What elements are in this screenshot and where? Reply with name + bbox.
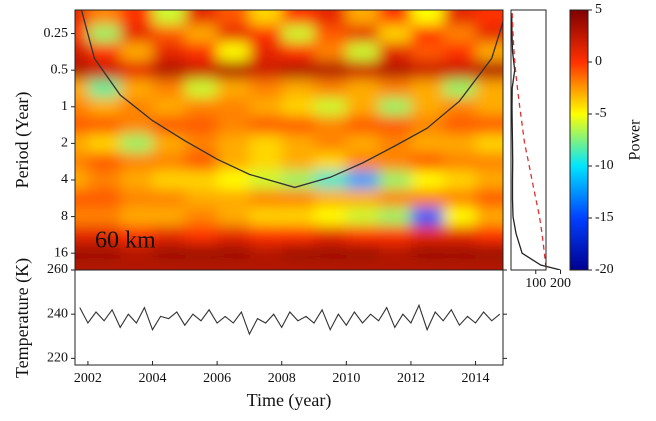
y-axis-label: Period (Year) <box>12 92 33 189</box>
x-tick-label: 200 <box>550 276 571 291</box>
y-tick-label: 4 <box>61 172 68 187</box>
heatmap <box>75 10 503 270</box>
x-tick-label: 100 <box>525 276 546 291</box>
heat-cell <box>475 225 503 245</box>
heat-cell <box>475 42 503 62</box>
y-tick-label: 0.5 <box>51 62 69 77</box>
heat-cell <box>475 10 503 26</box>
spectrum-line <box>511 13 561 270</box>
heat-cell <box>120 259 169 270</box>
y-tick-label: 8 <box>61 209 68 224</box>
x-axis-label: Time (year) <box>247 390 332 411</box>
overlay: 0.25 0.5 1 2 4 8 16 5 0 -5 -10 -15 -20 100 200 220 240 26… <box>44 2 614 386</box>
heatmap-area <box>75 10 503 270</box>
y-tick-label: 16 <box>54 245 68 260</box>
y-tick-label: 0.25 <box>44 26 69 41</box>
cone-of-influence <box>80 10 503 189</box>
heat-cell <box>475 115 503 135</box>
x-tick-label: 2006 <box>203 371 231 386</box>
heat-cell <box>475 259 503 270</box>
heat-cell <box>475 79 503 99</box>
temperature-frame <box>74 269 504 366</box>
colorbar-tick-label: -15 <box>595 210 614 225</box>
colorbar-tick-label: 5 <box>595 2 602 17</box>
temperature-line <box>79 303 501 336</box>
heat-cell <box>411 259 460 270</box>
heat-cell <box>346 259 395 270</box>
heat-cell <box>87 259 137 270</box>
heat-cell <box>152 259 201 270</box>
colorbar <box>569 9 589 271</box>
x-tick-label: 2008 <box>268 371 296 386</box>
significance-line <box>511 13 548 270</box>
colorbar-tick-label: -5 <box>595 106 607 121</box>
colorbar-tick-label: -10 <box>595 158 614 173</box>
heat-cell <box>475 97 503 117</box>
heat-cell <box>475 60 503 80</box>
global-spectrum <box>511 13 561 270</box>
y-tick-label: 240 <box>47 306 68 321</box>
x-tick-label: 2004 <box>139 371 167 386</box>
colorbar-tick-label: -20 <box>595 262 614 277</box>
x-tick-label: 2010 <box>332 371 360 386</box>
x-tick-label: 2012 <box>397 371 425 386</box>
heat-cell <box>184 259 234 270</box>
heat-cell <box>475 134 503 154</box>
heat-cell <box>249 259 298 270</box>
heat-cell <box>475 189 503 208</box>
colorbar-tick-label: 0 <box>595 54 602 69</box>
heat-cell <box>475 244 503 260</box>
heat-cell <box>475 152 503 172</box>
heat-cell <box>443 259 492 270</box>
heat-cell <box>475 170 503 190</box>
annotation: 60 km <box>95 228 156 254</box>
heat-cell <box>475 207 503 227</box>
y-tick-label: 1 <box>61 99 68 114</box>
heat-cell <box>217 259 266 270</box>
colorbar-label: Power <box>627 119 644 161</box>
y-tick-label: 2 <box>61 136 68 151</box>
y-axis-label: Temperature (K) <box>12 258 33 378</box>
heat-cell <box>475 24 503 43</box>
y-tick-label: 260 <box>47 262 68 277</box>
spectrum-frame <box>510 9 547 271</box>
heat-cell <box>281 259 331 270</box>
y-tick-label: 220 <box>47 351 68 366</box>
heat-cell <box>314 259 363 270</box>
heat-cell <box>378 259 428 270</box>
x-tick-label: 2014 <box>462 371 490 386</box>
x-tick-label: 2002 <box>74 371 102 386</box>
